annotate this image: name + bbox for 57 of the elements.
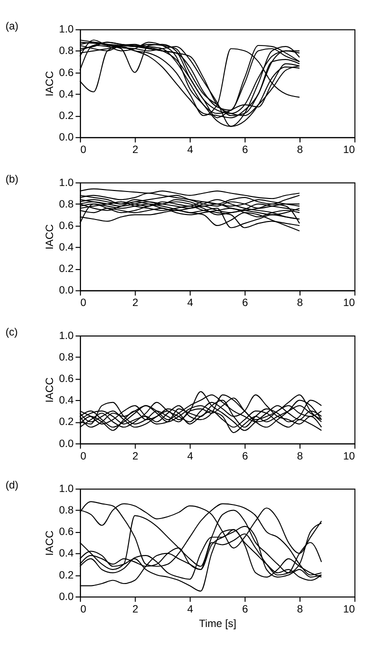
y-tick-label: 0.8 <box>58 504 74 517</box>
y-tick-label: 1.0 <box>58 483 74 496</box>
y-axis-title: IACC <box>44 224 56 250</box>
y-tick-label: 0.4 <box>58 394 74 407</box>
y-tick-label: 0.6 <box>58 373 74 386</box>
chart-title: (d) <box>6 480 18 492</box>
x-tick-label: 6 <box>242 603 248 616</box>
y-tick-label: 0.0 <box>58 590 74 603</box>
x-axis-title: Time [s] <box>199 618 236 630</box>
y-tick-label: 0.2 <box>58 263 74 276</box>
y-tick-label: 0.6 <box>58 66 74 79</box>
x-tick-label: 0 <box>80 144 86 156</box>
y-tick-label: 0.4 <box>58 548 74 560</box>
x-tick-label: 6 <box>242 144 248 156</box>
y-tick-label: 0.8 <box>58 45 74 58</box>
x-tick-label: 8 <box>297 450 304 462</box>
x-tick-label: 10 <box>343 144 355 156</box>
x-tick-label: 4 <box>187 297 194 310</box>
y-tick-label: 0.0 <box>58 132 74 144</box>
x-tick-label: 6 <box>242 297 248 310</box>
y-tick-label: 1.0 <box>58 176 74 189</box>
x-tick-label: 4 <box>187 144 194 156</box>
x-tick-label: 2 <box>132 603 138 616</box>
x-tick-label: 4 <box>187 450 194 462</box>
y-tick-label: 0.4 <box>58 88 74 100</box>
y-tick-label: 0.2 <box>58 569 74 582</box>
chart-title: (a) <box>6 20 18 32</box>
x-tick-label: 0 <box>80 297 86 310</box>
x-tick-label: 8 <box>297 603 304 616</box>
x-tick-label: 0 <box>80 450 86 462</box>
x-tick-label: 8 <box>297 144 304 156</box>
x-tick-label: 2 <box>132 450 138 462</box>
x-tick-label: 0 <box>80 603 86 616</box>
x-tick-label: 10 <box>343 297 355 310</box>
y-tick-label: 0.2 <box>58 110 74 122</box>
y-tick-label: 1.0 <box>58 24 74 36</box>
chart-title: (c) <box>6 326 18 339</box>
y-axis-title: IACC <box>44 376 56 403</box>
y-axis-title: IACC <box>44 70 56 96</box>
y-tick-label: 0.6 <box>58 526 74 538</box>
x-tick-label: 10 <box>343 450 355 462</box>
x-tick-label: 6 <box>242 450 248 462</box>
chart-title: (b) <box>6 173 18 186</box>
y-tick-label: 0.4 <box>58 241 74 254</box>
y-tick-label: 0.0 <box>58 284 74 297</box>
x-tick-label: 2 <box>132 297 138 310</box>
x-tick-label: 2 <box>132 144 138 156</box>
y-tick-label: 0.8 <box>58 198 74 210</box>
y-tick-label: 0.8 <box>58 351 74 364</box>
y-axis-title: IACC <box>44 530 56 556</box>
y-tick-label: 0.2 <box>58 416 74 428</box>
y-tick-label: 0.6 <box>58 220 74 232</box>
x-tick-label: 4 <box>187 603 194 616</box>
y-tick-label: 0.0 <box>58 438 74 450</box>
x-tick-label: 8 <box>297 297 304 310</box>
y-tick-label: 1.0 <box>58 330 74 342</box>
x-tick-label: 10 <box>343 603 355 616</box>
